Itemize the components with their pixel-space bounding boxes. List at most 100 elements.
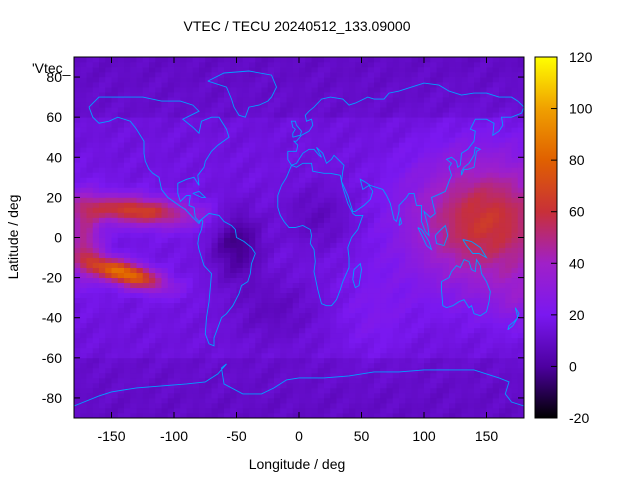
heatmap-cell [411, 297, 419, 304]
heatmap-cell [92, 257, 100, 263]
heatmap-cell [155, 222, 162, 228]
heatmap-cell [399, 137, 406, 143]
heatmap-cell [486, 352, 494, 359]
heatmap-cell [180, 332, 187, 339]
heatmap-cell [492, 322, 500, 329]
heatmap-cell [455, 227, 462, 233]
heatmap-cell [424, 187, 431, 193]
heatmap-cell [242, 282, 250, 289]
heatmap-cell [149, 332, 156, 339]
heatmap-cell [242, 237, 250, 243]
heatmap-cell [355, 352, 362, 359]
heatmap-cell [317, 82, 325, 88]
heatmap-cell [86, 162, 94, 168]
heatmap-cell [155, 62, 162, 68]
heatmap-cell [136, 117, 144, 123]
heatmap-cell [211, 157, 219, 163]
heatmap-cell [117, 192, 125, 198]
heatmap-cell [299, 347, 306, 354]
heatmap-cell [136, 92, 144, 98]
heatmap-cell [111, 107, 119, 113]
heatmap-cell [217, 172, 225, 178]
heatmap-cell [130, 67, 137, 73]
heatmap-cell [324, 257, 331, 263]
heatmap-cell [142, 387, 150, 394]
heatmap-cell [305, 182, 312, 188]
heatmap-cell [330, 297, 337, 304]
heatmap-cell [192, 242, 200, 248]
heatmap-cell [386, 282, 394, 289]
heatmap-cell [361, 127, 369, 133]
heatmap-cell [499, 177, 506, 183]
heatmap-cell [267, 242, 275, 248]
heatmap-cell [286, 382, 294, 389]
heatmap-cell [261, 82, 269, 88]
heatmap-cell [80, 282, 87, 289]
heatmap-cell [455, 352, 462, 359]
heatmap-cell [111, 102, 119, 108]
heatmap-cell [242, 137, 250, 143]
heatmap-cell [442, 312, 450, 319]
heatmap-cell [124, 322, 131, 329]
heatmap-cell [449, 212, 456, 218]
heatmap-cell [186, 317, 194, 324]
heatmap-cell [180, 377, 187, 384]
heatmap-cell [217, 197, 225, 203]
heatmap-cell [180, 172, 187, 178]
heatmap-cell [336, 347, 344, 354]
heatmap-cell [217, 282, 225, 289]
heatmap-cell [155, 182, 162, 188]
heatmap-cell [486, 82, 494, 88]
heatmap-cell [80, 367, 87, 374]
heatmap-cell [486, 77, 494, 83]
heatmap-cell [499, 337, 506, 344]
heatmap-cell [74, 117, 81, 123]
heatmap-cell [299, 172, 306, 178]
heatmap-cell [461, 387, 469, 394]
heatmap-cell [199, 252, 206, 258]
heatmap-cell [180, 102, 187, 108]
heatmap-cell [99, 412, 106, 419]
heatmap-cell [380, 127, 387, 133]
heatmap-cell [236, 132, 244, 138]
heatmap-cell [192, 327, 200, 334]
heatmap-cell [417, 352, 425, 359]
heatmap-cell [155, 102, 162, 108]
heatmap-cell [211, 412, 219, 419]
heatmap-cell [299, 62, 306, 68]
heatmap-cell [411, 217, 419, 223]
heatmap-cell [274, 347, 281, 354]
heatmap-cell [336, 342, 344, 349]
heatmap-cell [324, 282, 331, 289]
heatmap-cell [99, 112, 106, 118]
heatmap-cell [436, 152, 444, 158]
heatmap-cell [149, 292, 156, 299]
heatmap-cell [324, 337, 331, 344]
heatmap-cell [249, 82, 256, 88]
heatmap-cell [392, 297, 400, 304]
heatmap-cell [236, 227, 244, 233]
heatmap-cell [399, 202, 406, 208]
heatmap-cell [261, 292, 269, 299]
heatmap-cell [261, 222, 269, 228]
heatmap-cell [186, 207, 194, 213]
heatmap-cell [136, 152, 144, 158]
heatmap-cell [249, 127, 256, 133]
heatmap-cell [124, 102, 131, 108]
heatmap-cell [180, 382, 187, 389]
heatmap-cell [317, 182, 325, 188]
heatmap-cell [224, 247, 231, 253]
heatmap-cell [480, 332, 487, 339]
heatmap-cell [492, 252, 500, 258]
heatmap-cell [249, 312, 256, 319]
heatmap-cell [486, 62, 494, 68]
heatmap-cell [274, 82, 281, 88]
heatmap-cell [424, 182, 431, 188]
heatmap-cell [305, 197, 312, 203]
heatmap-cell [336, 227, 344, 233]
heatmap-cell [167, 122, 175, 128]
heatmap-cell [349, 167, 356, 173]
heatmap-cell [411, 412, 419, 419]
heatmap-cell [455, 327, 462, 334]
heatmap-cell [224, 367, 231, 374]
